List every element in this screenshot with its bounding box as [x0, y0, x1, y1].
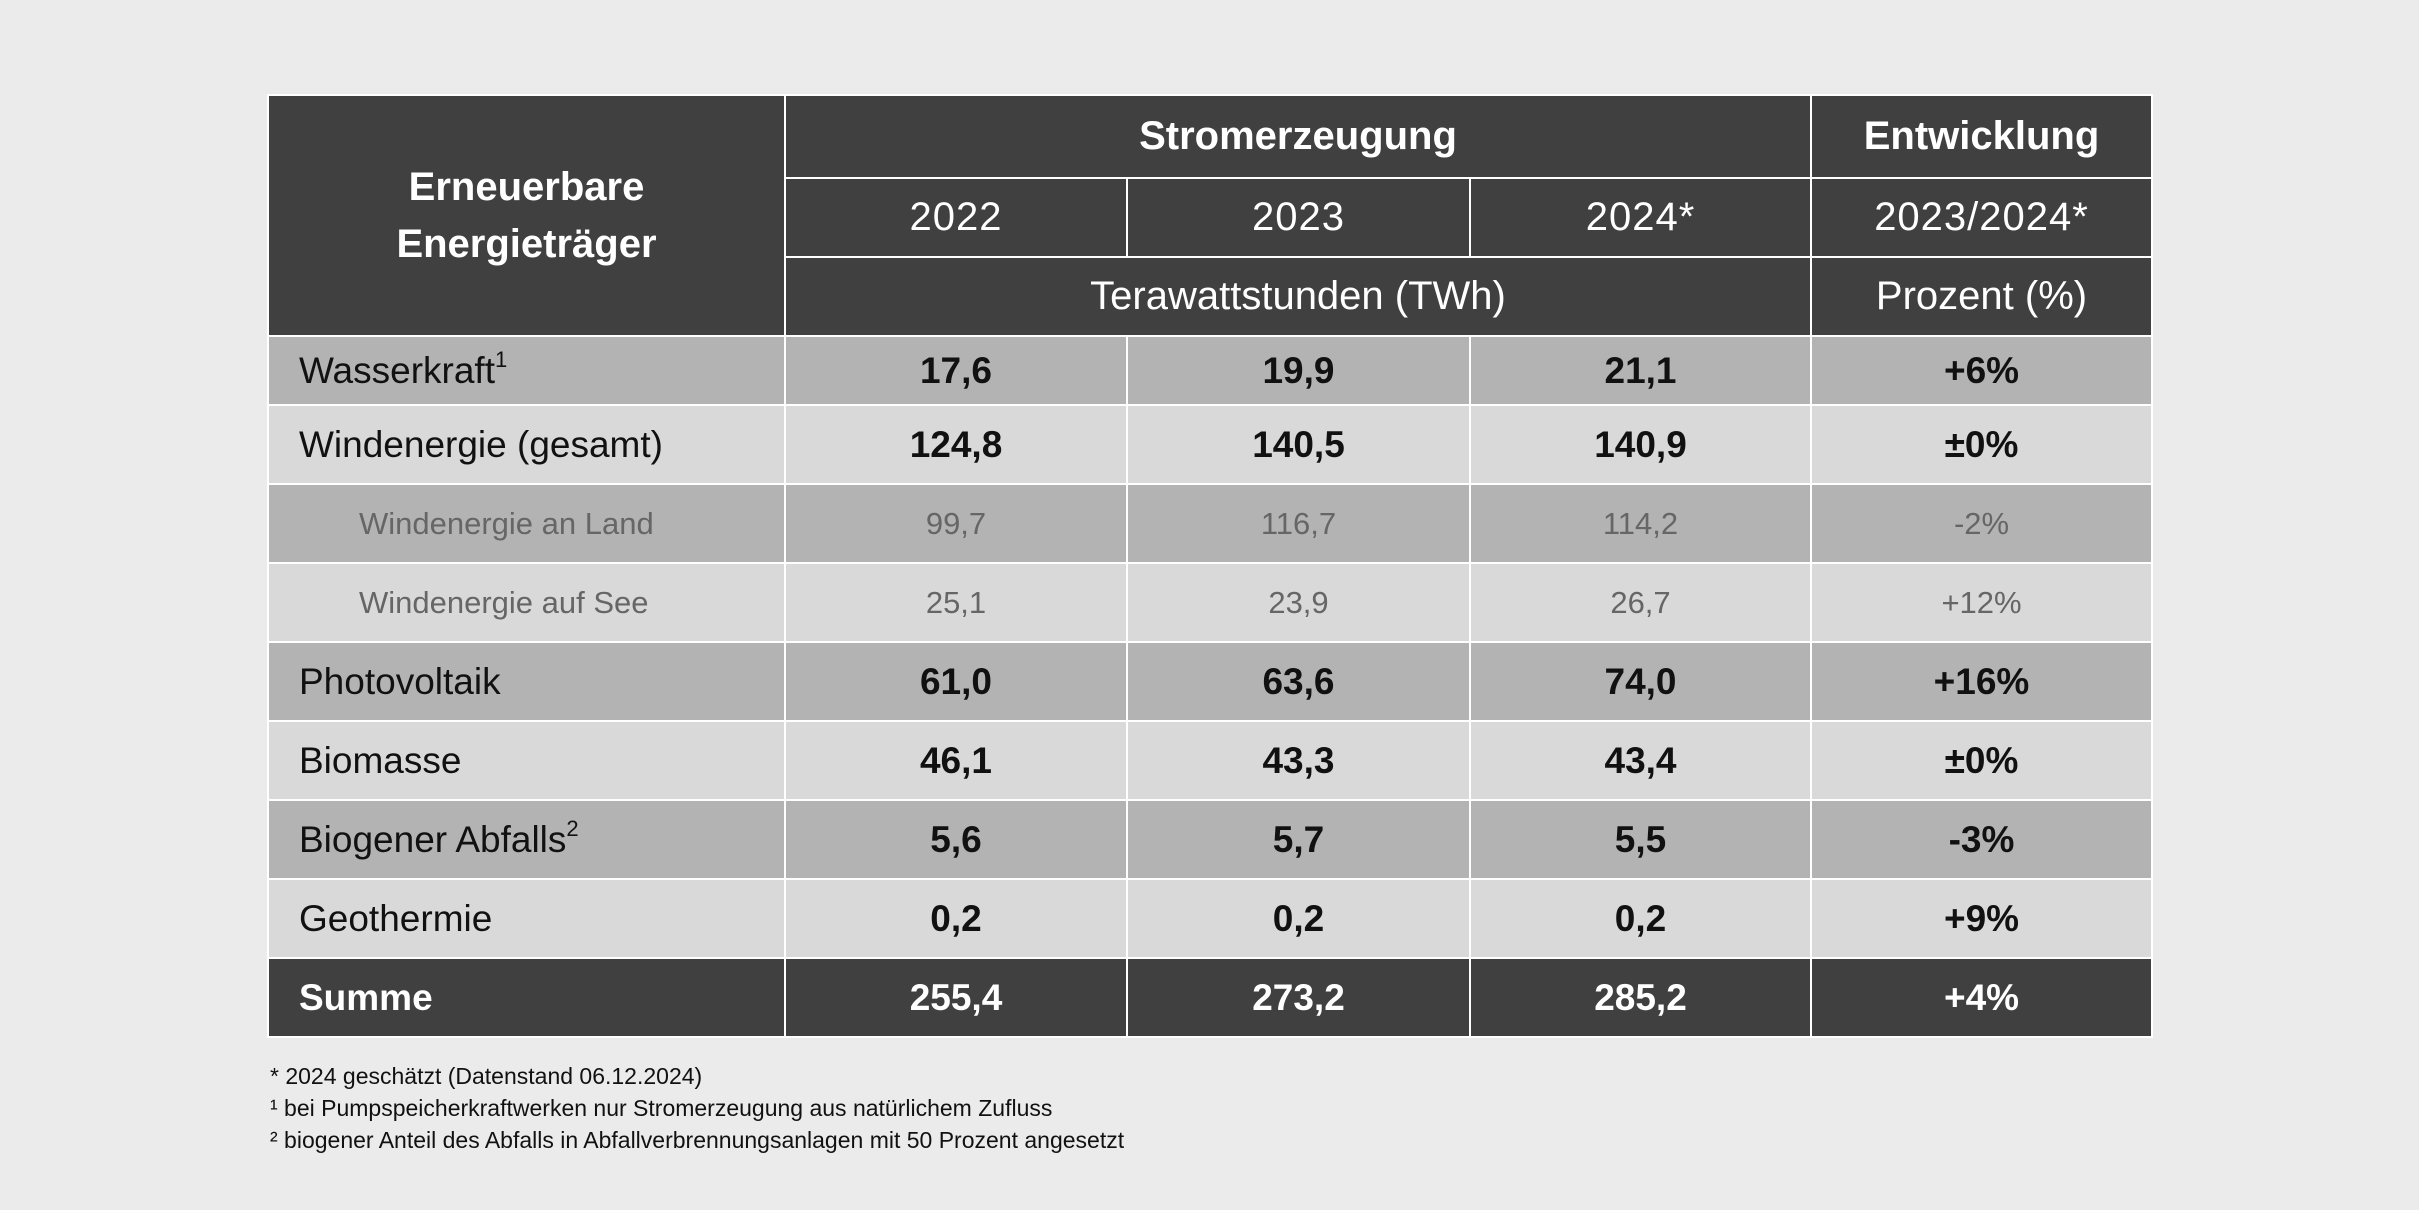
- header-label-line: Energieträger: [396, 221, 657, 266]
- footnote: * 2024 geschätzt (Datenstand 06.12.2024): [270, 1063, 703, 1089]
- row-label: Geothermie: [299, 897, 493, 939]
- value-cell: 114,2: [1468, 483, 1813, 564]
- value-cell: 19,9: [1126, 335, 1471, 406]
- row-label-cell: Windenergie (gesamt): [267, 404, 786, 485]
- year-header: 2023: [1126, 177, 1471, 258]
- unit-header: Prozent (%): [1810, 256, 2154, 337]
- change-cell: +12%: [1810, 562, 2154, 643]
- table-row: Windenergie an Land 99,7 116,7 114,2 -2%: [267, 483, 2154, 564]
- row-label: Photovoltaik: [299, 660, 501, 702]
- change-cell: ±0%: [1810, 404, 2154, 485]
- period-header: 2023/2024*: [1810, 177, 2154, 258]
- row-label-cell: Biogener Abfalls2: [267, 799, 786, 880]
- row-label-cell: Wasserkraft1: [267, 335, 786, 406]
- group-header: Entwicklung: [1810, 94, 2154, 179]
- value-cell: 25,1: [784, 562, 1128, 643]
- row-label: Windenergie auf See: [359, 584, 649, 620]
- value-cell: 0,2: [784, 878, 1128, 959]
- value-cell: 99,7: [784, 483, 1128, 564]
- value-cell: 0,2: [1468, 878, 1813, 959]
- value-cell: 140,5: [1126, 404, 1471, 485]
- table-row: Geothermie 0,2 0,2 0,2 +9%: [267, 878, 2154, 959]
- unit-header: Terawattstunden (TWh): [783, 256, 1813, 337]
- table-row: Wasserkraft1 17,6 19,9 21,1 +6%: [267, 335, 2154, 406]
- table-row: Biomasse 46,1 43,3 43,4 ±0%: [267, 720, 2154, 801]
- row-label: Biomasse: [299, 739, 462, 781]
- value-cell: 5,7: [1126, 799, 1471, 880]
- group-header: Stromerzeugung: [783, 94, 1813, 179]
- table-header: Erneuerbare Energieträger Stromerzeugung…: [267, 94, 2154, 337]
- value-cell: 26,7: [1468, 562, 1813, 643]
- value-cell: 124,8: [784, 404, 1128, 485]
- row-label-cell: Geothermie: [267, 878, 786, 959]
- change-cell: +4%: [1810, 957, 2154, 1038]
- year-header: 2024*: [1468, 177, 1813, 258]
- value-cell: 5,6: [784, 799, 1128, 880]
- value-cell: 63,6: [1126, 641, 1471, 722]
- footnotes: * 2024 geschätzt (Datenstand 06.12.2024)…: [270, 1060, 1124, 1156]
- footnote-ref: 1: [494, 346, 508, 372]
- value-cell: 255,4: [784, 957, 1128, 1038]
- value-cell: 46,1: [784, 720, 1128, 801]
- row-label-cell: Windenergie an Land: [267, 483, 786, 564]
- row-label-cell: Photovoltaik: [267, 641, 786, 722]
- value-cell: 273,2: [1126, 957, 1471, 1038]
- row-label: Biogener Abfalls: [299, 818, 567, 860]
- value-cell: 74,0: [1468, 641, 1813, 722]
- footnote-ref: 2: [566, 815, 579, 841]
- footnote: ¹ bei Pumpspeicherkraftwerken nur Strome…: [270, 1095, 1053, 1121]
- footnote: ² biogener Anteil des Abfalls in Abfallv…: [270, 1127, 1125, 1153]
- change-cell: +16%: [1810, 641, 2154, 722]
- value-cell: 61,0: [784, 641, 1128, 722]
- row-label-cell: Windenergie auf See: [267, 562, 786, 643]
- value-cell: 43,3: [1126, 720, 1471, 801]
- header-label: Erneuerbare Energieträger: [267, 94, 786, 337]
- row-label-cell: Biomasse: [267, 720, 786, 801]
- value-cell: 285,2: [1468, 957, 1813, 1038]
- change-cell: +9%: [1810, 878, 2154, 959]
- table-row: Biogener Abfalls2 5,6 5,7 5,5 -3%: [267, 799, 2154, 880]
- table-row: Summe 255,4 273,2 285,2 +4%: [267, 957, 2154, 1038]
- value-cell: 5,5: [1468, 799, 1813, 880]
- value-cell: 23,9: [1126, 562, 1471, 643]
- value-cell: 140,9: [1468, 404, 1813, 485]
- change-cell: -2%: [1810, 483, 2154, 564]
- change-cell: ±0%: [1810, 720, 2154, 801]
- change-cell: -3%: [1810, 799, 2154, 880]
- value-cell: 43,4: [1468, 720, 1813, 801]
- value-cell: 0,2: [1126, 878, 1471, 959]
- header-label-line: Erneuerbare: [408, 164, 645, 209]
- value-cell: 116,7: [1126, 483, 1471, 564]
- row-label-cell: Summe: [267, 957, 786, 1038]
- row-label: Windenergie an Land: [359, 505, 654, 541]
- year-header: 2022: [784, 177, 1128, 258]
- table-row: Photovoltaik 61,0 63,6 74,0 +16%: [267, 641, 2154, 722]
- value-cell: 17,6: [784, 335, 1128, 406]
- row-label: Windenergie (gesamt): [299, 423, 663, 465]
- table-body: Wasserkraft1 17,6 19,9 21,1 +6% Windenergie (…: [267, 335, 2154, 1038]
- energy-table: Erneuerbare Energieträger Stromerzeugung…: [267, 94, 2154, 1038]
- row-label: Summe: [299, 976, 433, 1018]
- row-label: Wasserkraft: [299, 349, 495, 391]
- table-row: Windenergie auf See 25,1 23,9 26,7 +12%: [267, 562, 2154, 643]
- change-cell: +6%: [1810, 335, 2154, 406]
- value-cell: 21,1: [1468, 335, 1813, 406]
- table-row: Windenergie (gesamt) 124,8 140,5 140,9 ±0%: [267, 404, 2154, 485]
